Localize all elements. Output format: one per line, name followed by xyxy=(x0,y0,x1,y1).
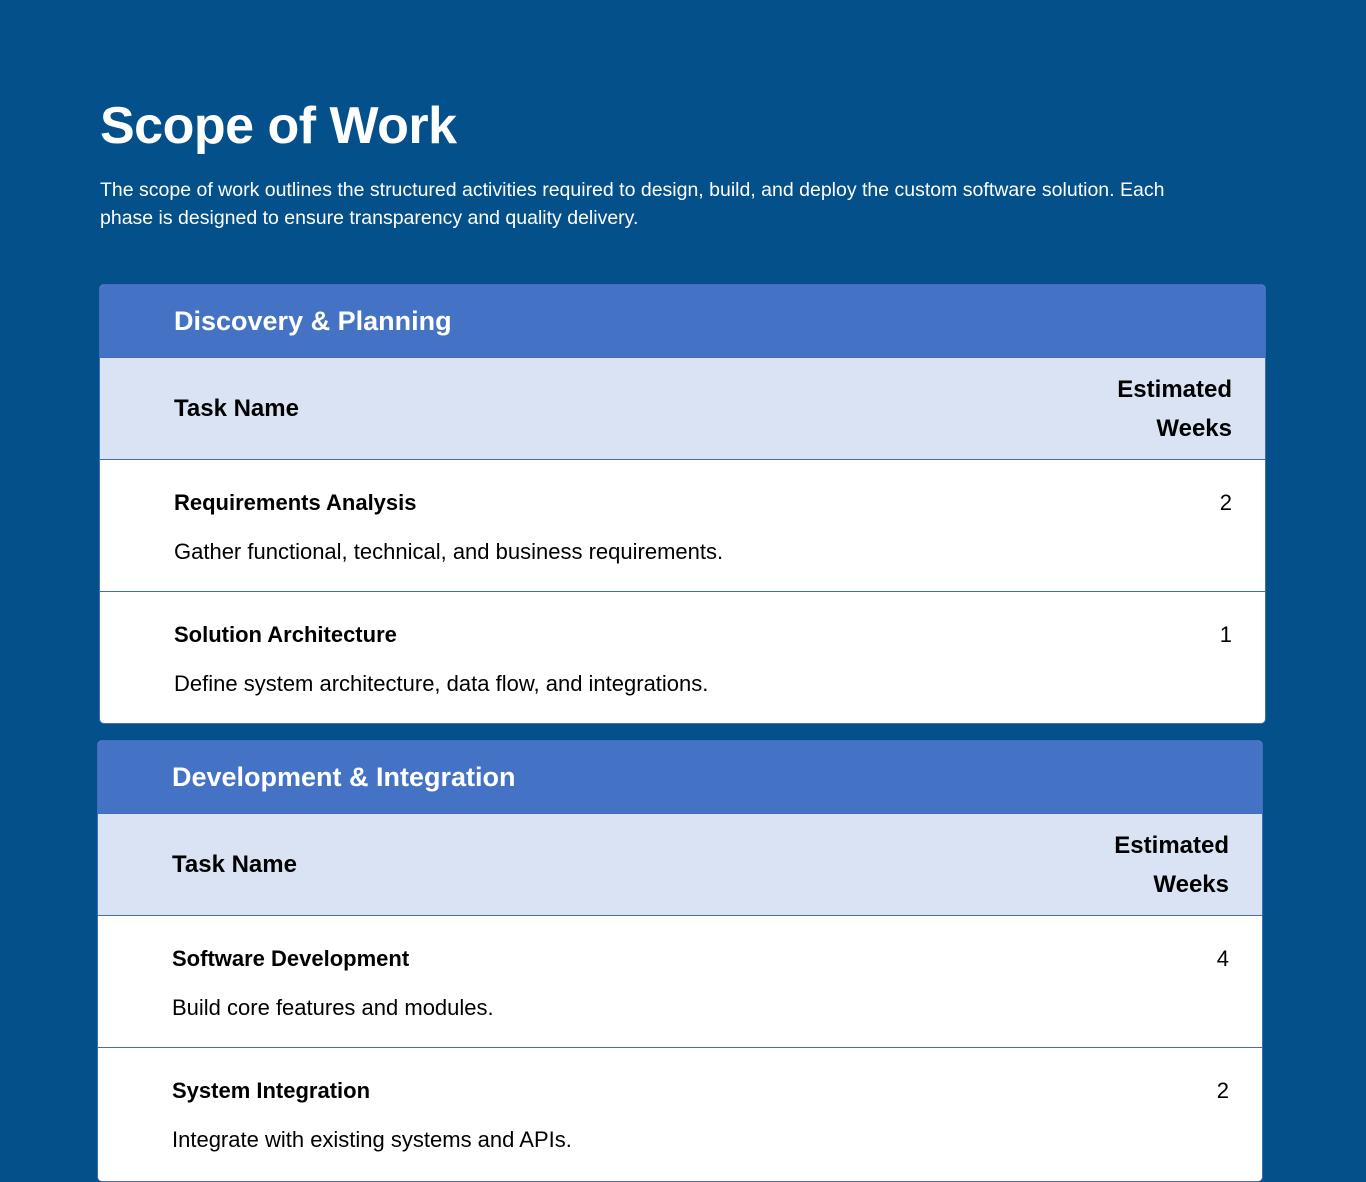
task-description: Gather functional, technical, and busine… xyxy=(174,539,724,564)
task-weeks: 2 xyxy=(1219,490,1232,515)
task-weeks: 4 xyxy=(1216,946,1229,971)
table-row: System Integration 2 Integrate with exis… xyxy=(98,1048,1262,1180)
column-task-name: Task Name xyxy=(172,850,297,878)
intro-text: The scope of work outlines the structure… xyxy=(100,179,1165,229)
task-description: Integrate with existing systems and APIs… xyxy=(172,1127,572,1152)
column-estimated-weeks: Estimated Weeks xyxy=(1117,375,1232,442)
phase-title: Development & Integration xyxy=(98,741,1262,813)
phase-title: Discovery & Planning xyxy=(100,285,1265,357)
task-description: Define system architecture, data flow, a… xyxy=(174,671,709,696)
table-row: Requirements Analysis 2 Gather functiona… xyxy=(100,460,1265,592)
task-weeks: 2 xyxy=(1216,1078,1229,1103)
phase-card-development: Development & Integration Task Name Esti… xyxy=(97,740,1263,1182)
task-weeks: 1 xyxy=(1219,622,1232,647)
page-title: Scope of Work xyxy=(100,97,457,155)
column-task-name: Task Name xyxy=(174,394,299,422)
column-header: Task Name Estimated Weeks xyxy=(100,357,1265,460)
task-name: Requirements Analysis xyxy=(174,490,417,515)
column-estimated-weeks: Estimated Weeks xyxy=(1114,831,1229,898)
task-name: System Integration xyxy=(172,1078,371,1103)
table-row: Software Development 4 Build core featur… xyxy=(98,916,1262,1048)
phase-card-discovery: Discovery & Planning Task Name Estimated… xyxy=(99,284,1266,724)
task-name: Solution Architecture xyxy=(174,622,397,647)
task-name: Software Development xyxy=(172,946,410,971)
table-row: Solution Architecture 1 Define system ar… xyxy=(100,592,1265,723)
task-description: Build core features and modules. xyxy=(172,995,494,1020)
column-header: Task Name Estimated Weeks xyxy=(98,813,1262,916)
